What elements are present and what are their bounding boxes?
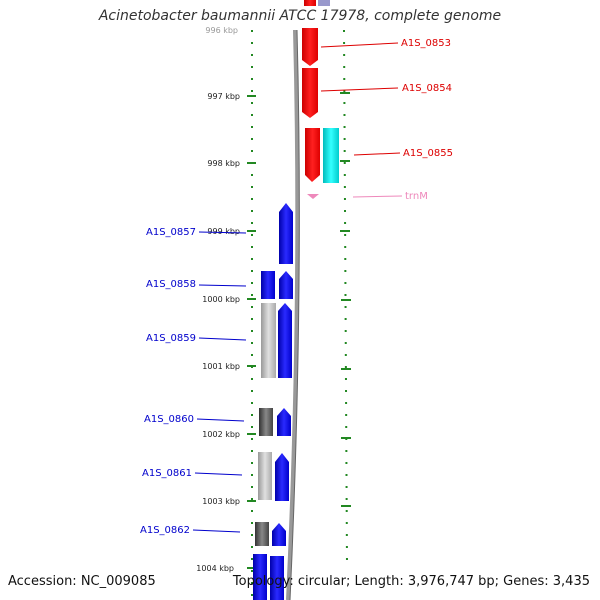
gene-A1S_0861-cog-box — [258, 452, 272, 500]
gene-A1S_0855-arrow[interactable] — [305, 128, 320, 182]
top-gene-stub — [304, 0, 316, 6]
ruler-label: 1001 kbp — [202, 362, 240, 371]
map-title: Acinetobacter baumannii ATCC 17978, comp… — [98, 8, 502, 24]
forward-strand-features — [253, 203, 293, 600]
gene-label-trnM[interactable]: trnM — [405, 191, 428, 202]
ruler-label: 1000 kbp — [202, 295, 240, 304]
accession-text: Accession: NC_009085 — [8, 574, 156, 589]
gene-trnM-arrow[interactable] — [307, 194, 319, 199]
gene-label-A1S_0858[interactable]: A1S_0858 — [146, 279, 196, 290]
leader-line — [198, 337, 247, 341]
ruler-label-partial: 996 kbp — [205, 26, 238, 35]
gene-A1S_0857-arrow[interactable] — [279, 203, 293, 264]
gene-A1S_0859-arrow[interactable] — [278, 303, 292, 378]
leader-line — [352, 195, 403, 198]
ruler-ticks — [247, 95, 256, 569]
ruler-label: 1004 kbp — [196, 564, 234, 573]
gene-label-A1S_0855[interactable]: A1S_0855 — [403, 148, 453, 159]
label-leaders — [192, 42, 403, 533]
leader-line — [196, 418, 245, 422]
gene-label-A1S_0854[interactable]: A1S_0854 — [402, 83, 452, 94]
leader-line — [198, 231, 247, 234]
bottom-gene-blue-2 — [270, 556, 284, 600]
outer-dotted-arc — [343, 29, 348, 566]
gene-A1S_0858-arrow[interactable] — [279, 271, 293, 299]
leader-line — [320, 87, 399, 92]
gene-A1S_0861-arrow[interactable] — [275, 453, 289, 501]
leader-line — [194, 472, 243, 476]
top-gene-stub-gray — [318, 0, 330, 6]
leader-line — [353, 152, 401, 156]
gene-label-A1S_0857[interactable]: A1S_0857 — [146, 227, 196, 238]
outer-ring-ticks — [340, 92, 351, 507]
bottom-gene-blue — [253, 554, 267, 600]
ruler-label: 1002 kbp — [202, 430, 240, 439]
gene-A1S_0854-arrow[interactable] — [302, 68, 318, 118]
genome-summary-text: Topology: circular; Length: 3,976,747 bp… — [232, 574, 590, 589]
gene-A1S_0859-cog-box — [261, 303, 276, 378]
gene-A1S_0862-arrow[interactable] — [272, 523, 286, 546]
ruler-label: 999 kbp — [207, 227, 240, 236]
gene-A1S_0858-cog-box — [261, 271, 275, 299]
ruler-label: 997 kbp — [207, 92, 240, 101]
gene-A1S_0855-cog-box — [323, 128, 339, 183]
ruler-label: 998 kbp — [207, 159, 240, 168]
backbone-arc — [286, 29, 300, 600]
gene-A1S_0860-cog-box — [259, 408, 273, 436]
leader-line — [198, 284, 247, 287]
reverse-strand-features — [302, 0, 339, 199]
gene-A1S_0862-cog-box — [255, 522, 269, 546]
backbone-arc-highlight — [289, 29, 300, 600]
ruler-label: 1003 kbp — [202, 497, 240, 506]
gene-label-A1S_0853[interactable]: A1S_0853 — [401, 38, 451, 49]
gene-A1S_0853-arrow[interactable] — [302, 28, 318, 66]
leader-line — [320, 42, 399, 48]
gene-label-A1S_0859[interactable]: A1S_0859 — [146, 333, 196, 344]
gene-A1S_0860-arrow[interactable] — [277, 408, 291, 436]
gene-label-A1S_0860[interactable]: A1S_0860 — [144, 414, 194, 425]
gene-label-A1S_0862[interactable]: A1S_0862 — [140, 525, 190, 536]
leader-line — [192, 529, 241, 533]
gene-label-A1S_0861[interactable]: A1S_0861 — [142, 468, 192, 479]
